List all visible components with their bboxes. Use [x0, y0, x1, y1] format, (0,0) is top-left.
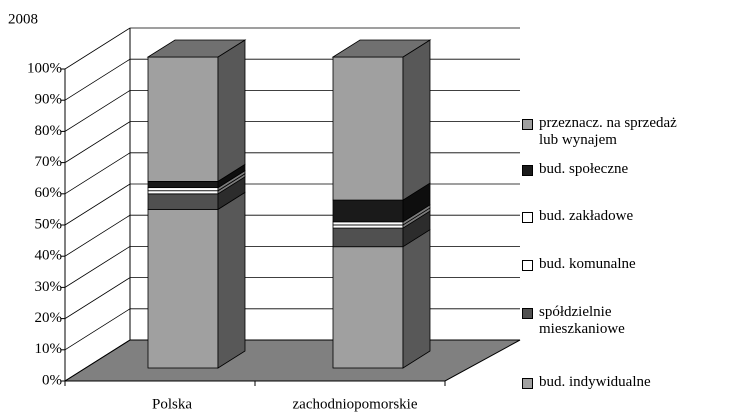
x-tick-label: zachodniopomorskie — [293, 396, 418, 412]
legend-swatch — [522, 119, 533, 130]
y-tick-label: 40% — [35, 248, 63, 264]
x-tick-label: Polska — [152, 396, 192, 412]
grid-line — [64, 152, 520, 195]
bar-segment — [147, 190, 219, 195]
bar-segment — [147, 208, 219, 369]
bar-segment — [332, 227, 404, 248]
y-tick-label: 20% — [35, 310, 63, 326]
chart-title: 2008 — [8, 11, 38, 27]
y-tick-label: 70% — [35, 154, 63, 170]
legend-swatch — [522, 308, 533, 319]
y-tick-label: 0% — [42, 372, 62, 388]
bar-segment — [332, 221, 404, 226]
y-tick-label: 60% — [35, 185, 63, 201]
legend-swatch — [522, 165, 533, 176]
y-tick-label: 10% — [35, 341, 63, 357]
legend-label: bud. społeczne — [539, 161, 629, 177]
bar-side — [402, 39, 431, 201]
legend-label: bud. komunalne — [539, 256, 636, 272]
legend-item: bud. indywidualne — [522, 374, 737, 391]
legend-swatch — [522, 378, 533, 389]
grid-line — [64, 121, 520, 163]
bar-segment — [332, 199, 404, 223]
y-tick-label: 90% — [35, 92, 63, 108]
bar-segment — [332, 56, 404, 201]
legend-item: bud. komunalne — [522, 256, 737, 273]
y-tick-label: 100% — [27, 60, 62, 76]
legend-label: bud. indywidualne — [539, 374, 651, 390]
legend-swatch — [522, 212, 533, 223]
legend-item: bud. społeczne — [522, 161, 737, 178]
bar-side — [217, 39, 246, 183]
legend-label: przeznacz. na sprzedaż lub wynajem — [539, 115, 677, 148]
y-tick-label: 80% — [35, 123, 63, 139]
bar-side — [402, 228, 431, 369]
legend-item: bud. zakładowe — [522, 208, 737, 225]
bar-segment — [147, 56, 219, 182]
legend-label: spółdzielnie mieszkaniowe — [539, 304, 625, 337]
legend-swatch — [522, 260, 533, 271]
grid-line — [64, 183, 520, 226]
bar-segment — [147, 180, 219, 189]
bar-segment — [147, 187, 219, 192]
legend-label: bud. zakładowe — [539, 208, 634, 224]
bar-segment — [147, 193, 219, 210]
bar-top — [146, 39, 247, 58]
floor — [63, 339, 521, 382]
grid-line — [64, 277, 520, 319]
bar-side — [217, 191, 246, 369]
grid-line — [64, 27, 520, 70]
grid-line — [64, 245, 520, 288]
grid-line — [64, 58, 520, 101]
y-tick-label: 50% — [35, 216, 63, 232]
grid-line — [64, 214, 520, 257]
legend-item: przeznacz. na sprzedaż lub wynajem — [522, 115, 737, 149]
bar-top — [331, 39, 432, 58]
legend-item: spółdzielnie mieszkaniowe — [522, 304, 737, 338]
grid-line — [64, 90, 520, 132]
y-tick-label: 30% — [35, 279, 63, 295]
bar-segment — [332, 224, 404, 229]
bar-segment — [332, 246, 404, 369]
